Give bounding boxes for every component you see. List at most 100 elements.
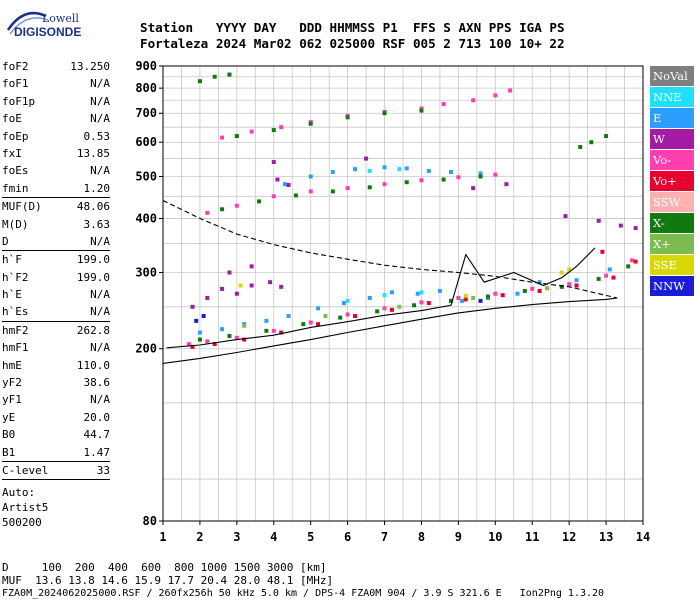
echo-point — [493, 93, 498, 98]
digisonde-logo — [4, 10, 84, 40]
param-key: fmin — [2, 181, 29, 195]
echo-point — [242, 323, 247, 328]
echo-point — [567, 267, 572, 272]
auto-line: Auto: — [2, 486, 36, 499]
x-tick-label: 14 — [636, 530, 650, 544]
echo-point — [227, 270, 232, 275]
param-row: yF1 N/A — [2, 391, 110, 408]
param-row: h`F2 199.0 — [2, 269, 110, 286]
echo-point — [633, 259, 638, 264]
echo-point — [375, 309, 380, 314]
profile-dashed — [162, 200, 618, 299]
profile-curves — [162, 200, 618, 364]
echo-point — [596, 218, 601, 223]
param-separator — [2, 460, 110, 462]
echo-point — [563, 214, 568, 219]
echo-point — [382, 165, 387, 170]
echo-point — [426, 168, 431, 173]
param-row: hmF1 N/A — [2, 339, 110, 356]
echo-point — [412, 303, 417, 308]
param-value: 13.250 — [70, 60, 110, 73]
echo-point — [537, 288, 542, 293]
echo-point — [471, 98, 476, 103]
param-key: yF1 — [2, 393, 22, 407]
footer-file-info: FZA0M_2024062025000.RSF / 260fx256h 50 k… — [2, 588, 605, 599]
echo-point — [279, 330, 284, 335]
echo-point — [345, 312, 350, 317]
param-row: foF1 N/A — [2, 75, 110, 92]
echo-point — [345, 298, 350, 303]
auto-line: 500200 — [2, 516, 42, 529]
x-tick-label: 5 — [307, 530, 314, 544]
echo-point — [249, 264, 254, 269]
echo-point — [190, 304, 195, 309]
echo-point — [271, 328, 276, 333]
echo-point — [500, 293, 505, 298]
param-value: 110.0 — [76, 358, 110, 372]
param-key: foE — [2, 112, 22, 126]
echo-point — [345, 186, 350, 191]
echo-point — [308, 174, 313, 179]
param-key: hmE — [2, 358, 22, 372]
echo-point — [611, 275, 616, 280]
echo-point — [382, 306, 387, 311]
param-key: foF1 — [2, 77, 29, 91]
echo-point — [286, 314, 291, 319]
param-row: M(D) 3.63 — [2, 216, 110, 233]
echo-point — [463, 293, 468, 298]
echo-point — [282, 182, 287, 187]
echo-point — [404, 166, 409, 171]
echo-point — [257, 199, 261, 204]
legend-item: Vo+ — [650, 171, 694, 191]
param-row: fxI 13.85 — [2, 145, 110, 162]
y-tick-label: 200 — [135, 342, 157, 356]
echo-point — [449, 298, 453, 303]
echo-point — [353, 314, 357, 319]
param-value: 44.7 — [83, 428, 111, 442]
echo-point — [249, 129, 254, 134]
param-key: fxI — [2, 146, 22, 160]
echo-point — [330, 189, 335, 194]
echo-point — [234, 134, 239, 139]
x-tick-label: 1 — [159, 530, 166, 544]
footer-muf-row: MUF 13.6 13.8 14.6 15.9 17.7 20.4 28.0 4… — [2, 574, 334, 587]
param-key: hmF1 — [2, 341, 29, 355]
param-row: hmF2 262.8 — [2, 322, 110, 339]
param-key: MUF(D) — [2, 200, 42, 214]
param-row: B0 44.7 — [2, 426, 110, 443]
echo-point — [186, 342, 191, 347]
echo-point — [463, 297, 468, 302]
echo-point — [367, 295, 372, 300]
param-row: h`F 199.0 — [2, 251, 110, 268]
echo-point — [271, 160, 276, 165]
echo-point — [471, 186, 476, 191]
logo-text-top: Lowell — [42, 12, 79, 25]
echo-point — [364, 156, 369, 161]
legend-item: SSW — [650, 192, 694, 212]
trace-solid — [166, 247, 596, 349]
legend-item: E — [650, 108, 694, 128]
echo-point — [537, 280, 542, 285]
echo-point — [301, 322, 306, 327]
param-key: h`E — [2, 288, 22, 302]
echo-point — [275, 177, 280, 182]
echo-point — [308, 189, 313, 194]
param-row: foEp 0.53 — [2, 128, 110, 145]
x-tick-label: 11 — [525, 530, 539, 544]
x-tick-label: 7 — [381, 530, 388, 544]
echo-point — [456, 295, 461, 300]
echo-point — [286, 182, 291, 187]
echo-point — [441, 102, 446, 107]
echo-point — [478, 298, 483, 303]
echo-point — [249, 283, 254, 288]
param-value: 199.0 — [76, 253, 110, 267]
echo-point — [197, 337, 202, 342]
param-value: 20.0 — [83, 410, 111, 424]
echo-point — [330, 170, 335, 175]
param-value: 1.47 — [83, 445, 111, 459]
param-value: N/A — [90, 305, 110, 319]
param-row: foF1p N/A — [2, 93, 110, 110]
echo-point — [419, 178, 424, 183]
echo-point — [478, 171, 483, 176]
param-key: foF2 — [2, 60, 29, 73]
